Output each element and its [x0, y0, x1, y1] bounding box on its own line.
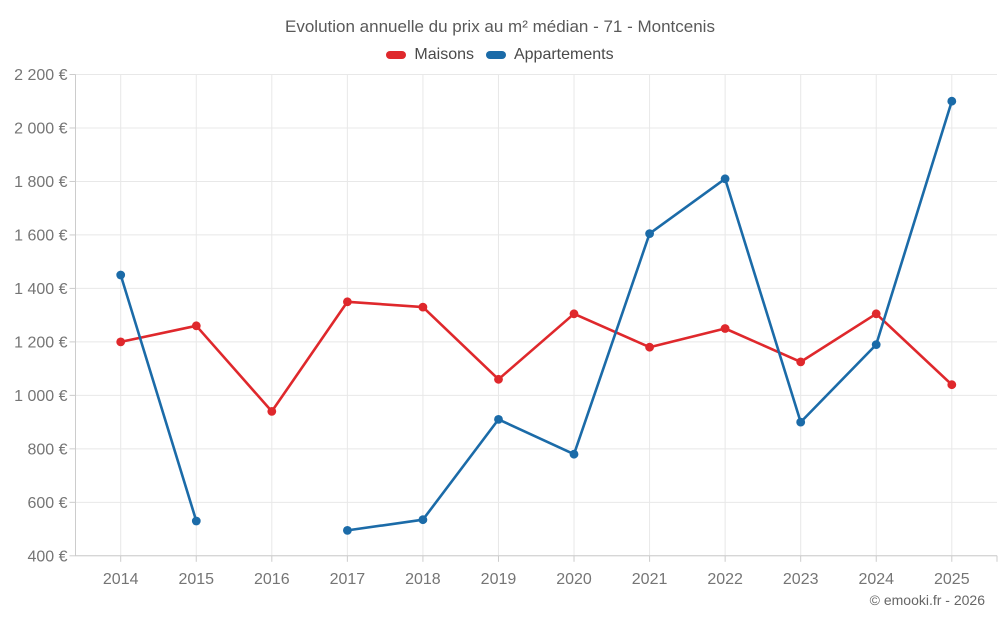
svg-text:800 €: 800 € [27, 441, 67, 458]
svg-text:2 000 €: 2 000 € [14, 121, 67, 138]
data-point-marker [343, 297, 352, 307]
legend-label: Appartements [513, 46, 614, 63]
data-point-marker [796, 357, 806, 367]
data-point-marker [116, 270, 126, 280]
svg-text:1 800 €: 1 800 € [14, 174, 67, 191]
data-point-marker [645, 342, 654, 352]
legend-swatch-icon [386, 51, 407, 59]
data-point-marker [720, 324, 730, 333]
data-point-marker [267, 407, 277, 416]
series-appartements [116, 96, 957, 535]
svg-text:400 €: 400 € [27, 548, 67, 565]
data-point-marker [494, 415, 503, 424]
legend-item-appartements[interactable]: Appartements [485, 46, 614, 64]
svg-text:2024: 2024 [858, 571, 894, 588]
copyright-text: © emooki.fr - 2026 [869, 592, 985, 608]
series-line [119, 300, 954, 413]
data-point-marker [494, 374, 503, 384]
svg-text:600 €: 600 € [27, 495, 67, 512]
data-point-marker [871, 340, 881, 349]
data-point-marker [191, 321, 201, 331]
data-point-marker [418, 302, 428, 312]
data-point-marker [871, 309, 881, 319]
data-point-marker [720, 174, 730, 184]
data-point-marker [947, 96, 957, 106]
svg-text:2014: 2014 [103, 571, 139, 588]
svg-text:2017: 2017 [330, 571, 366, 588]
svg-text:2019: 2019 [481, 571, 517, 588]
svg-text:2016: 2016 [254, 571, 290, 588]
legend-label: Maisons [414, 46, 474, 63]
svg-text:1 000 €: 1 000 € [14, 388, 67, 405]
y-axis-labels: 400 € 600 € 800 € 1 000 € 1 200 € 1 400 € 1 60… [14, 67, 67, 565]
chart-legend: Maisons Appartements [0, 46, 1000, 64]
data-point-marker [645, 229, 654, 239]
data-point-marker [418, 515, 428, 525]
legend-swatch-icon [485, 51, 506, 59]
data-point-marker [191, 516, 201, 526]
svg-text:2025: 2025 [934, 571, 970, 588]
svg-text:2020: 2020 [556, 571, 592, 588]
svg-text:2 200 €: 2 200 € [14, 67, 67, 84]
svg-text:2015: 2015 [178, 571, 214, 588]
gridlines [75, 74, 997, 557]
svg-text:1 200 €: 1 200 € [14, 334, 67, 351]
series-line [119, 99, 954, 532]
data-point-marker [116, 337, 126, 347]
svg-text:2021: 2021 [632, 571, 668, 588]
svg-text:1 400 €: 1 400 € [14, 281, 67, 298]
series-maisons [116, 297, 957, 416]
data-point-marker [947, 380, 957, 390]
x-axis-labels: 2014 2015 2016 2017 2018 2019 2020 2021 2022 2023… [103, 571, 970, 588]
data-point-marker [343, 526, 352, 535]
chart-title: Evolution annuelle du prix au m² médian … [285, 17, 715, 36]
svg-text:2023: 2023 [783, 571, 819, 588]
axes [69, 74, 998, 562]
svg-text:1 600 €: 1 600 € [14, 228, 67, 245]
data-point-marker [569, 449, 579, 459]
data-point-marker [796, 417, 806, 427]
legend-item-maisons[interactable]: Maisons [386, 46, 474, 64]
svg-text:2022: 2022 [707, 571, 743, 588]
svg-text:2018: 2018 [405, 571, 441, 588]
data-point-marker [569, 309, 579, 319]
